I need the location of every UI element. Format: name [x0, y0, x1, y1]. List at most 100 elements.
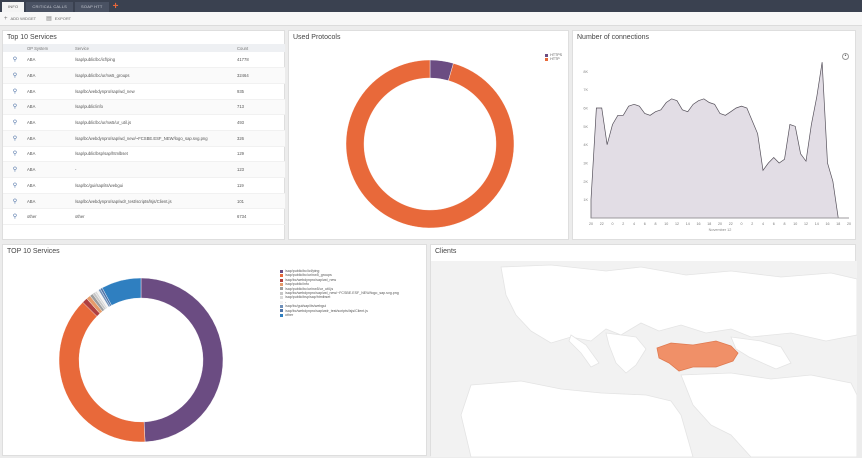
tab-critical-calls[interactable]: CRITICAL CALLS	[26, 2, 74, 12]
x-tick-label: 16	[697, 222, 701, 226]
legend-item[interactable]: -	[280, 300, 425, 304]
legend-label: /sap/public/bc/ur/nw5/ur_util.js	[285, 286, 334, 291]
column-header-system[interactable]: OP System	[25, 44, 73, 52]
panel-title: Top 10 Services	[7, 34, 57, 41]
cell-service: -	[73, 161, 235, 178]
legend-item[interactable]: /sap/public/bc/icf/ping	[280, 269, 425, 273]
table-row[interactable]: ⚲ ABA/sap/bc/webdynpro/sap/wd_new 935	[3, 83, 285, 100]
map-land-europe	[500, 264, 857, 344]
legend-item[interactable]: /sap/bc/webdynpro/sap/wd_new	[280, 278, 425, 282]
x-tick-label: 0	[612, 222, 614, 226]
legend-item[interactable]: HTTP	[545, 57, 562, 61]
chart-options-icon[interactable]: •	[842, 53, 849, 60]
legend-item[interactable]: /sap/public/info	[280, 282, 425, 286]
table-row[interactable]: ⚲ ABA/sap/public/bc/icf/ping 41778	[3, 52, 285, 69]
cell-count: 935	[235, 83, 285, 100]
tab-info[interactable]: INFO	[2, 2, 25, 12]
cell-service: /sap/public/bc/ur/nw5_groups	[73, 67, 235, 84]
map-highlight-turkey	[656, 340, 739, 372]
area-series[interactable]	[590, 62, 849, 219]
cell-service: other	[73, 208, 235, 226]
search-icon[interactable]: ⚲	[3, 161, 25, 178]
tab-soap-htt[interactable]: SOAP HTT	[75, 2, 109, 12]
legend-item[interactable]: /sap/public/bc/ur/nw5_groups	[280, 273, 425, 277]
panel-title: TOP 10 Services	[7, 248, 60, 255]
table-row[interactable]: ⚲ ABA/sap/public/bc/ur/nw5/ur_util.js 493	[3, 114, 285, 131]
pie-slice[interactable]	[58, 301, 146, 443]
table-row[interactable]: ⚲ other other 6734	[3, 208, 285, 226]
cell-count: 32464	[235, 67, 285, 84]
search-icon[interactable]: ⚲	[3, 177, 25, 194]
table-header-row: OP System Service Count	[3, 44, 285, 52]
top-services-panel: Top 10 Services OP System Service Count …	[2, 30, 285, 240]
services-table-body: ⚲ ABA/sap/public/bc/icf/ping 41778 ⚲ ABA/sap…	[3, 52, 285, 226]
export-button[interactable]: ▤ EXPORT	[46, 15, 71, 22]
y-tick-label: 4K	[583, 143, 588, 147]
table-row[interactable]: ⚲ ABA/sap/public/info 713	[3, 99, 285, 116]
export-icon: ▤	[46, 16, 52, 22]
search-icon[interactable]: ⚲	[3, 114, 25, 131]
search-icon[interactable]: ⚲	[3, 208, 25, 226]
cell-system: ABA	[25, 193, 73, 210]
table-row[interactable]: ⚲ ABA/sap/bc/gui/sap/its/webgui 119	[3, 177, 285, 194]
legend-item[interactable]: HTTPS	[545, 53, 562, 57]
legend-item[interactable]: other	[280, 313, 425, 317]
legend-label: /sap/bc/webdynpro/sap/wd_new/~FCSBE.ESF_…	[285, 291, 399, 296]
legend-item[interactable]: /sap/public/bsp/sap/htmlbset	[280, 295, 425, 299]
legend-item[interactable]: /sap/public/bc/ur/nw5/ur_util.js	[280, 287, 425, 291]
legend-item[interactable]: /sap/bc/gui/sap/its/webgui	[280, 304, 425, 308]
panel-title: Used Protocols	[293, 34, 341, 41]
export-label: EXPORT	[54, 16, 72, 21]
x-axis-label: November 12	[709, 228, 732, 232]
search-icon[interactable]: ⚲	[3, 99, 25, 116]
legend-label: /sap/public/info	[285, 282, 309, 287]
y-tick-label: 8K	[583, 70, 588, 74]
x-tick-label: 20	[718, 222, 722, 226]
legend-label: /sap/public/bc/ur/nw5_groups	[285, 273, 332, 278]
legend-item[interactable]: /sap/bc/webdynpro/sap/wdr_test/scripts/l…	[280, 309, 425, 313]
cell-count: 101	[235, 193, 285, 210]
cell-count: 129	[235, 146, 285, 163]
y-tick-label: 2K	[583, 180, 588, 184]
legend-swatch	[280, 282, 283, 286]
cell-service: /sap/bc/webdynpro/sap/wd_new/~FCSBE.ESF_…	[73, 130, 235, 147]
legend-swatch	[280, 274, 283, 278]
pie-slice[interactable]	[140, 277, 224, 443]
cell-system: other	[25, 208, 73, 226]
x-tick-label: 10	[664, 222, 668, 226]
add-widget-button[interactable]: + ADD WIDGET	[4, 16, 36, 22]
legend-item[interactable]: /sap/bc/webdynpro/sap/wd_new/~FCSBE.ESF_…	[280, 291, 425, 295]
column-header-service[interactable]: Service	[73, 44, 235, 52]
legend-label: -	[285, 299, 287, 304]
x-tick-label: 20	[847, 222, 851, 226]
search-icon[interactable]: ⚲	[3, 193, 25, 210]
cell-system: ABA	[25, 177, 73, 194]
search-icon[interactable]: ⚲	[3, 67, 25, 84]
search-icon[interactable]: ⚲	[3, 52, 25, 69]
table-row[interactable]: ⚲ ABA/sap/public/bc/ur/nw5_groups 32464	[3, 67, 285, 84]
cell-count: 493	[235, 114, 285, 131]
clients-map[interactable]	[431, 245, 857, 457]
panel-title: Number of connections	[577, 34, 649, 41]
search-icon[interactable]: ⚲	[3, 130, 25, 147]
cell-service: /sap/public/info	[73, 99, 235, 116]
x-tick-label: 8	[784, 222, 786, 226]
legend-swatch	[280, 278, 283, 282]
add-tab-button[interactable]: +	[112, 1, 119, 12]
pie-slice[interactable]	[345, 59, 515, 229]
table-row[interactable]: ⚲ ABA/sap/bc/webdynpro/sap/wd_new/~FCSBE.…	[3, 130, 285, 147]
search-icon[interactable]: ⚲	[3, 146, 25, 163]
table-row[interactable]: ⚲ ABA/sap/public/bsp/sap/htmlbset 129	[3, 146, 285, 163]
cell-system: ABA	[25, 146, 73, 163]
table-row[interactable]: ⚲ ABA/sap/bc/webdynpro/sap/wdr_test/scrip…	[3, 193, 285, 210]
table-row[interactable]: ⚲ ABA -123	[3, 161, 285, 178]
cell-service: /sap/public/bc/icf/ping	[73, 52, 235, 69]
x-tick-label: 18	[836, 222, 840, 226]
cell-count: 6734	[235, 208, 285, 226]
legend-label: HTTPS	[550, 53, 562, 57]
pie-slice[interactable]	[101, 277, 142, 306]
cell-system: ABA	[25, 99, 73, 116]
search-icon[interactable]: ⚲	[3, 83, 25, 100]
column-header-count[interactable]: Count	[235, 44, 285, 52]
legend-swatch	[280, 309, 283, 313]
